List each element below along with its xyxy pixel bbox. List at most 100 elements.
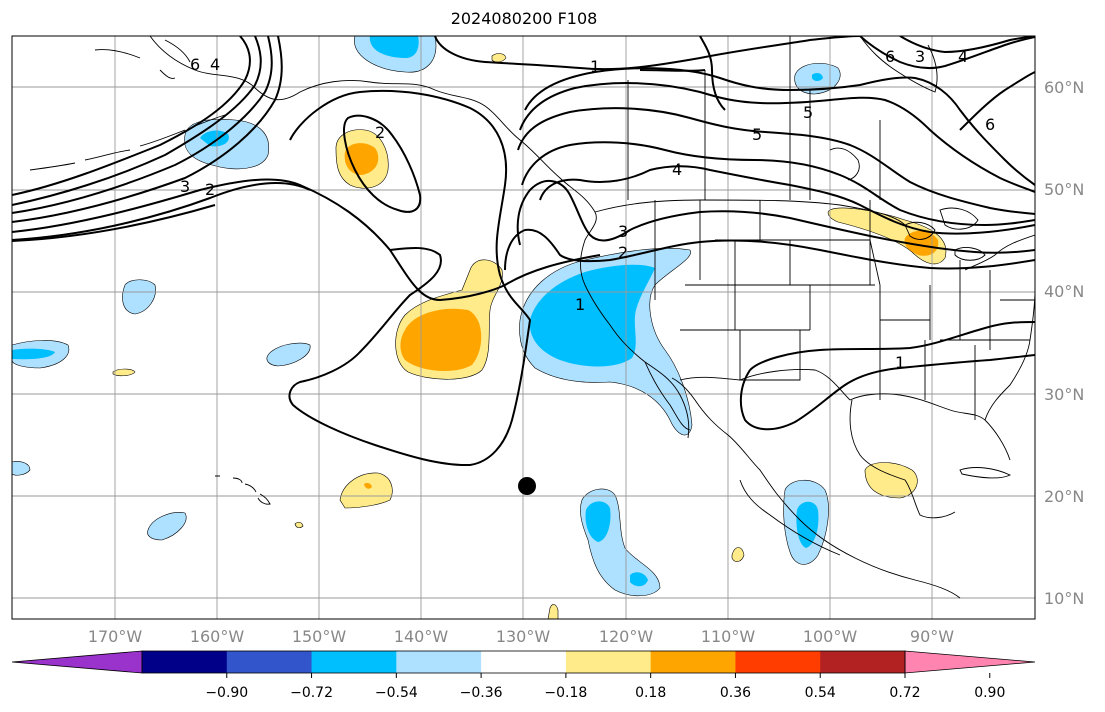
hawaii-islands (215, 475, 271, 505)
colorbar-segment (650, 651, 736, 673)
colorbar-tick-label: 0.72 (889, 685, 920, 701)
contour-line (288, 89, 532, 467)
caribbean-islands (959, 467, 1012, 479)
storm-position-dot (518, 477, 536, 495)
contour-label: 3 (915, 47, 925, 66)
contour-label: 3 (618, 222, 628, 241)
baja-coastline (644, 361, 961, 599)
colorbar-segment (396, 651, 482, 673)
contour-line (739, 321, 1035, 431)
anomaly-negative-region (184, 119, 270, 170)
contour-line (12, 36, 251, 196)
anomaly-positive-region (294, 521, 304, 529)
lat-label: 20°N (1044, 487, 1084, 506)
contour-line (859, 36, 1035, 70)
contour-line (699, 36, 726, 111)
lat-label: 40°N (1044, 282, 1084, 301)
contour-line (899, 36, 1035, 54)
contour-label: 4 (672, 160, 682, 179)
contour-label: 2 (618, 243, 628, 262)
colorbar-segment (565, 651, 652, 673)
lat-label: 30°N (1044, 385, 1084, 404)
alaska-coastline (94, 39, 191, 79)
anomaly-negative-region (266, 342, 311, 367)
anomaly-positive-region (112, 368, 136, 377)
lon-label: 130°W (496, 627, 551, 646)
lon-label: 160°W (190, 627, 245, 646)
contour-line (12, 36, 273, 214)
contour-label: 1 (590, 57, 600, 76)
mexico-us-border (679, 369, 851, 401)
map-title: 2024080200 F108 (450, 9, 598, 28)
anomaly-negative-region (12, 461, 31, 476)
contour-labels: 1 2 3 4 5 6 2 1 1 3 4 5 6 4 6 2 3 (180, 47, 995, 372)
longitude-labels: 170°W 160°W 150°W 140°W 130°W 120°W 110°… (88, 627, 954, 646)
anomaly-positive-region (864, 462, 918, 499)
colorbar (11, 650, 1036, 674)
gulf-coastline (849, 393, 1011, 519)
lat-label: 50°N (1044, 180, 1084, 199)
anomaly-positive-region (547, 604, 559, 619)
mexico-coast-west (739, 479, 841, 556)
contour-line (539, 165, 1035, 235)
colorbar-segment (481, 651, 567, 673)
lon-label: 140°W (394, 627, 449, 646)
contour-line (12, 204, 216, 242)
anomaly-positive-region (731, 547, 745, 562)
anomaly-negative-region (12, 348, 55, 360)
anomaly-positive-region (491, 53, 507, 63)
lon-label: 100°W (803, 627, 858, 646)
east-coastline (964, 234, 1035, 421)
colorbar-outline (141, 650, 906, 674)
contour-label: 3 (180, 177, 190, 196)
colorbar-tick-label: −0.18 (544, 685, 587, 701)
anomaly-negative-region (147, 512, 187, 541)
contour-line (639, 69, 706, 72)
latitude-labels: 60°N 50°N 40°N 30°N 20°N 10°N (1044, 78, 1084, 608)
contour-label: 6 (885, 47, 895, 66)
colorbar-tick-label: 0.36 (720, 685, 751, 701)
lat-label: 60°N (1044, 78, 1084, 97)
graticule (12, 36, 1035, 619)
colorbar-segment (142, 651, 228, 673)
contour-line (434, 36, 861, 71)
contour-line (343, 114, 422, 213)
colorbar-segment (735, 651, 821, 673)
anomaly-negative-region (122, 279, 156, 315)
colorbar-tick-label: 0.54 (805, 685, 836, 701)
coastlines (29, 36, 1035, 599)
colorbar-tick-label: −0.72 (290, 685, 333, 701)
contour-label: 1 (895, 353, 905, 372)
colorbar-tick-label: −0.36 (460, 685, 503, 701)
contour-line (516, 180, 1035, 254)
contour-line (12, 178, 601, 302)
contour-line (519, 82, 1035, 193)
anomaly-shading (12, 36, 947, 619)
colorbar-extension-high (904, 650, 1036, 674)
colorbar-tick-label: 0.90 (974, 685, 1005, 701)
colorbar-tick-label: −0.54 (375, 685, 418, 701)
lat-label: 10°N (1044, 589, 1084, 608)
contour-line (959, 71, 1035, 131)
lon-label: 170°W (88, 627, 143, 646)
map-frame (11, 35, 1036, 620)
anomaly-negative-region (369, 36, 419, 58)
contour-line (517, 107, 1035, 215)
colorbar-extension-low (11, 650, 143, 674)
contour-label: 6 (190, 55, 200, 74)
anomaly-negative-region (630, 572, 648, 587)
contour-label: 2 (205, 180, 215, 199)
contour-label: 1 (575, 295, 585, 314)
contour-line (521, 141, 1035, 227)
contour-label: 5 (752, 125, 762, 144)
lon-label: 90°W (910, 627, 954, 646)
anomaly-negative-region (585, 501, 611, 542)
colorbar-ticks: −0.90 −0.72 −0.54 −0.36 −0.18 0.18 0.36 0.54 0.7… (205, 673, 1005, 701)
contour-line (504, 228, 1035, 271)
height-contours (12, 36, 1035, 467)
lon-label: 150°W (292, 627, 347, 646)
north-america-coastline (149, 36, 690, 439)
lon-label: 120°W (599, 627, 654, 646)
contour-line (12, 36, 283, 223)
colorbar-segment (226, 651, 313, 673)
